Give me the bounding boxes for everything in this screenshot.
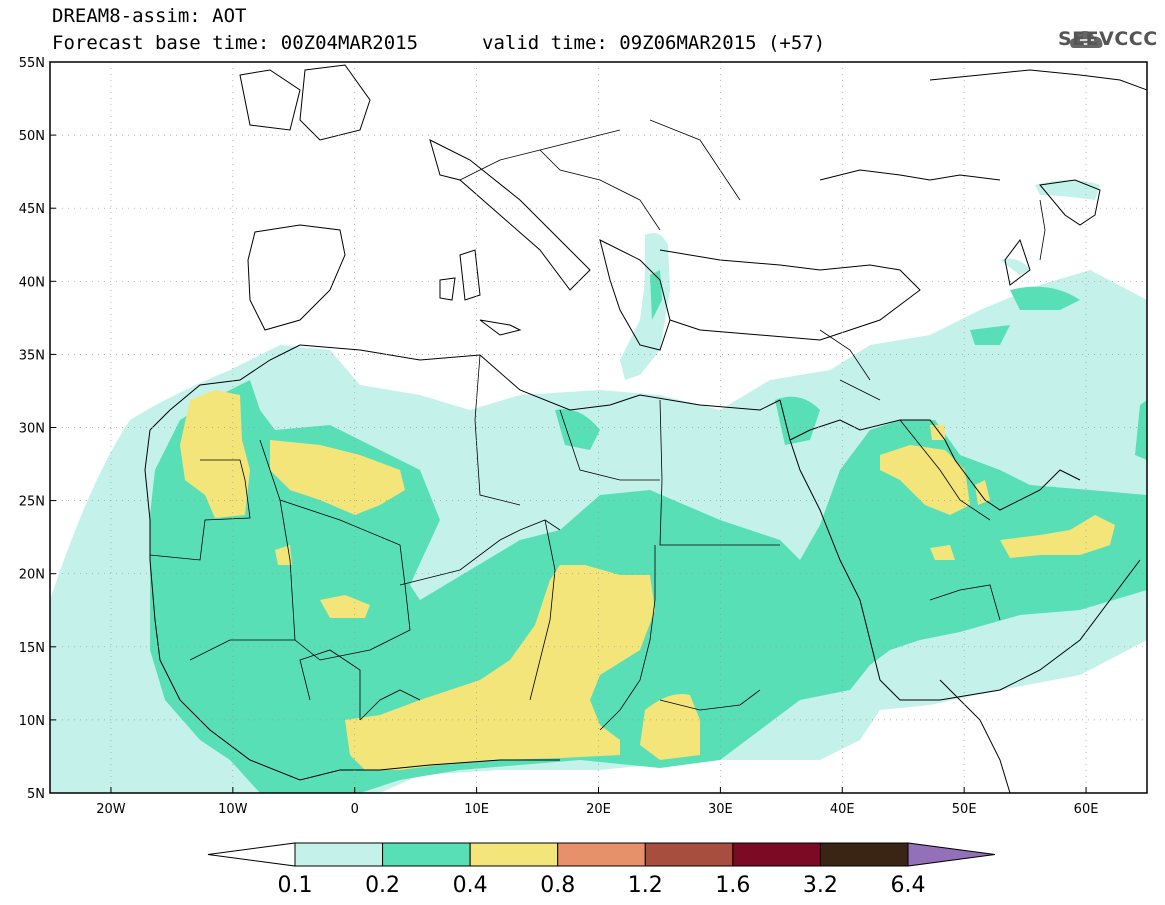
colorbar-label: 0.8 xyxy=(540,873,575,898)
valid-time: valid time: 09Z06MAR2015 (+57) xyxy=(482,32,826,54)
lon-tick-label: 20E xyxy=(586,802,611,817)
lon-tick-label: 10W xyxy=(218,802,248,817)
lon-tick-label: 30E xyxy=(708,802,733,817)
cloud-icon xyxy=(1070,31,1103,48)
lat-tick-label: 15N xyxy=(19,641,45,656)
lat-tick-label: 10N xyxy=(19,714,45,729)
colorbar-label: 0.2 xyxy=(365,873,400,898)
lat-tick-label: 40N xyxy=(19,275,45,290)
colorbar-label: 1.6 xyxy=(715,873,750,898)
colorbar-cell xyxy=(732,842,821,867)
colorbar-cell xyxy=(819,842,909,867)
axis-ticks: 20W 10W 0 10E 20E 30E 40E 50E 60E 55N 50N 45N 40N 35N… xyxy=(19,56,1099,817)
forecast-base-time: Forecast base time: 00Z04MAR2015 xyxy=(52,32,419,54)
lon-tick-label: 20W xyxy=(96,802,126,817)
coastlines xyxy=(144,64,1147,793)
colorbar-cell xyxy=(469,842,559,867)
lat-tick-label: 5N xyxy=(27,787,45,802)
colorbar-high-arrow xyxy=(907,842,996,867)
colorbar-label: 0.1 xyxy=(278,873,313,898)
logo-text: SEEVCCC xyxy=(1058,28,1158,50)
lat-tick-label: 35N xyxy=(19,348,45,363)
lon-tick-label: 40E xyxy=(830,802,855,817)
colorbar-cell xyxy=(382,842,471,867)
colorbar-label: 6.4 xyxy=(891,873,926,898)
colorbar-label: 1.2 xyxy=(628,873,663,898)
lat-tick-label: 50N xyxy=(19,129,45,144)
colorbar-cell xyxy=(557,842,646,867)
lat-tick-label: 25N xyxy=(19,495,45,510)
map-title: DREAM8-assim: AOT xyxy=(52,5,247,27)
lat-tick-label: 30N xyxy=(19,422,45,437)
colorbar-cell xyxy=(294,842,384,867)
lon-tick-label: 0 xyxy=(351,802,359,817)
colorbar-cell xyxy=(644,842,734,867)
country-borders xyxy=(149,119,1046,731)
lat-tick-label: 20N xyxy=(19,568,45,583)
lat-tick-label: 55N xyxy=(19,56,45,71)
colorbar-label: 3.2 xyxy=(803,873,838,898)
lat-tick-label: 45N xyxy=(19,202,45,217)
lon-tick-label: 10E xyxy=(464,802,489,817)
colorbar-low-arrow xyxy=(207,842,296,867)
lon-tick-label: 50E xyxy=(952,802,977,817)
colorbar-label: 0.4 xyxy=(453,873,488,898)
lon-tick-label: 60E xyxy=(1074,802,1099,817)
